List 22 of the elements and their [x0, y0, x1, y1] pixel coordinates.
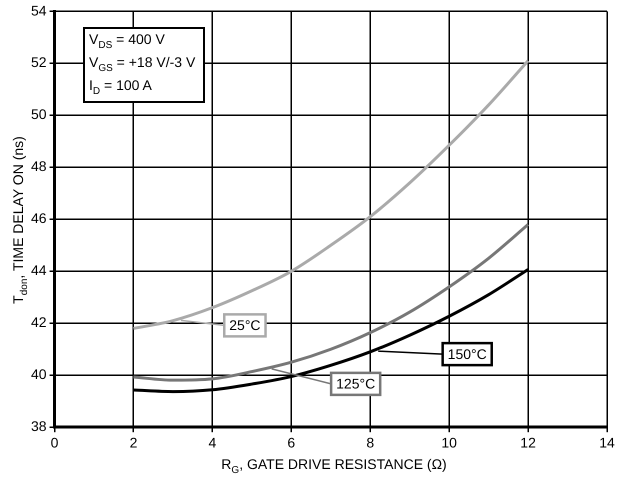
y-tick-label: 54 — [30, 2, 47, 18]
y-tick-label: 52 — [30, 54, 47, 70]
y-tick-label: 38 — [30, 418, 47, 434]
legend-label: 150°C — [448, 346, 487, 362]
x-tick-label: 12 — [520, 434, 536, 450]
text: V$_{DS}$ = 400 V V$_{GS}$ = +18 V/-3 V I$_{D}$ = 100 A — [89, 31, 196, 96]
x-tick-label: 2 — [130, 434, 138, 450]
y-tick-label: 44 — [30, 262, 47, 278]
x-tick-label: 6 — [287, 434, 296, 450]
x-tick-label: 4 — [208, 434, 217, 450]
y-tick-label: 48 — [30, 158, 47, 174]
x-axis-title: R$_{G}$, GATE DRIVE RESISTANCE (Ω) — [220, 456, 448, 476]
legend-label: 25°C — [229, 317, 261, 334]
x-tick-label: 8 — [366, 434, 374, 450]
legend-label: 125°C — [336, 376, 376, 392]
y-tick-label: 42 — [30, 314, 47, 330]
y-tick-label: 46 — [30, 210, 47, 226]
y-tick-label: 40 — [30, 366, 47, 382]
x-tick-label: 14 — [599, 434, 615, 450]
x-tick-label: 10 — [441, 434, 458, 450]
y-tick-label: 50 — [30, 106, 47, 122]
x-tick-label: 0 — [50, 434, 59, 450]
